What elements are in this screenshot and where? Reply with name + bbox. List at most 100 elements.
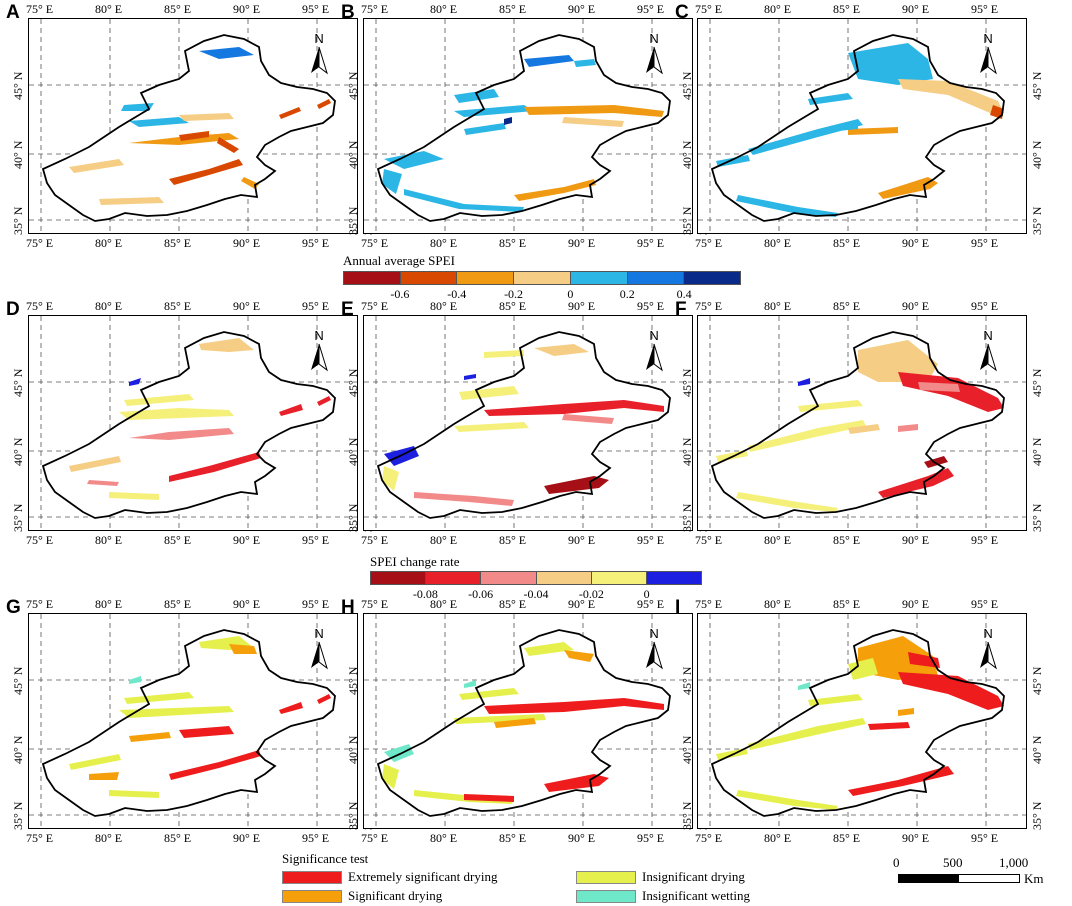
lon-tick-top: 90° E bbox=[902, 597, 930, 611]
data-patch bbox=[279, 107, 301, 119]
north-arrow-icon: N bbox=[980, 31, 997, 75]
colorbar-tick: -0.4 bbox=[447, 287, 467, 301]
colorbar-tick: 0.4 bbox=[676, 287, 692, 301]
lon-tick-bottom: 80° E bbox=[430, 831, 458, 845]
colorbar-segment bbox=[514, 272, 571, 284]
lon-tick-bottom: 75° E bbox=[26, 533, 54, 547]
lon-tick-bottom: 75° E bbox=[26, 236, 54, 250]
lon-tick-top: 85° E bbox=[833, 299, 861, 313]
map-panel-e: E 75° E 75° E 80° E 80° E 85° E 85° E 90° E 90° … bbox=[335, 297, 710, 549]
rate-colorbar bbox=[370, 571, 702, 585]
data-patch bbox=[848, 658, 878, 680]
map-svg: N bbox=[698, 19, 1026, 233]
colorbar-segment bbox=[591, 572, 647, 584]
map-frame: N bbox=[697, 315, 1027, 531]
region-fill bbox=[43, 630, 335, 816]
lon-tick-bottom: 95° E bbox=[971, 236, 999, 250]
data-patch bbox=[69, 456, 121, 472]
lat-tick-right: 45° N bbox=[1030, 368, 1044, 397]
north-arrow-right bbox=[653, 343, 663, 372]
lon-tick-bottom: 95° E bbox=[302, 533, 330, 547]
lon-tick-top: 85° E bbox=[833, 2, 861, 16]
region-outline bbox=[376, 629, 671, 817]
data-patch bbox=[384, 151, 444, 169]
panel-label: D bbox=[6, 299, 20, 320]
lon-tick-top: 75° E bbox=[361, 2, 389, 16]
north-label: N bbox=[649, 328, 658, 343]
lat-tick-left: 40° N bbox=[346, 735, 360, 764]
colorbar-tick: 0 bbox=[643, 587, 650, 601]
data-patch bbox=[109, 790, 159, 798]
data-patch bbox=[748, 119, 863, 155]
colorbar-segment bbox=[344, 272, 401, 284]
data-patch bbox=[279, 702, 303, 714]
data-patch bbox=[838, 123, 858, 131]
lat-tick-left: 45° N bbox=[11, 666, 25, 695]
lon-tick-bottom: 90° E bbox=[902, 236, 930, 250]
lon-tick-top: 90° E bbox=[902, 2, 930, 16]
data-patch bbox=[918, 382, 960, 392]
map-svg: N bbox=[29, 316, 357, 530]
data-patch bbox=[524, 55, 574, 67]
lon-tick-top: 95° E bbox=[971, 2, 999, 16]
legend-item-extremely-significant-drying: Extremely significant drying bbox=[282, 869, 497, 885]
colorbar-segment bbox=[684, 272, 741, 284]
legend-label: Significant drying bbox=[348, 888, 443, 903]
north-arrow-icon: N bbox=[311, 626, 328, 670]
legend-swatch bbox=[282, 889, 342, 903]
lat-tick-left: 40° N bbox=[680, 437, 694, 466]
lon-tick-top: 85° E bbox=[499, 597, 527, 611]
colorbar-tick: -0.6 bbox=[390, 287, 410, 301]
lon-tick-bottom: 90° E bbox=[233, 533, 261, 547]
lon-tick-bottom: 80° E bbox=[430, 236, 458, 250]
data-patch bbox=[69, 754, 121, 770]
data-patch bbox=[454, 422, 529, 432]
lon-tick-top: 80° E bbox=[95, 299, 123, 313]
north-label: N bbox=[314, 328, 323, 343]
data-patch bbox=[382, 466, 399, 491]
data-patch bbox=[924, 456, 948, 468]
data-patch bbox=[169, 159, 243, 185]
lon-tick-bottom: 90° E bbox=[902, 533, 930, 547]
map-frame: N bbox=[28, 613, 358, 829]
map-svg: N bbox=[364, 19, 692, 233]
data-patch bbox=[878, 177, 938, 199]
lon-tick-bottom: 75° E bbox=[361, 831, 389, 845]
region-outline bbox=[710, 629, 1005, 817]
data-patch bbox=[484, 698, 664, 714]
lon-tick-top: 95° E bbox=[637, 299, 665, 313]
lon-tick-bottom: 85° E bbox=[164, 533, 192, 547]
lon-tick-top: 75° E bbox=[361, 597, 389, 611]
data-patch bbox=[464, 794, 514, 802]
panel-label: B bbox=[341, 2, 355, 23]
data-patch bbox=[898, 672, 1004, 710]
lat-tick-left: 35° N bbox=[680, 801, 694, 830]
data-patch bbox=[464, 123, 506, 135]
lat-tick-left: 40° N bbox=[680, 735, 694, 764]
lat-tick-left: 45° N bbox=[680, 666, 694, 695]
legend-label: Insignificant drying bbox=[642, 869, 745, 884]
lat-tick-right: 35° N bbox=[1030, 801, 1044, 830]
colorbar-tick: -0.2 bbox=[504, 287, 524, 301]
north-arrow-icon: N bbox=[980, 626, 997, 670]
north-label: N bbox=[983, 31, 992, 46]
scale-bar-black bbox=[898, 874, 960, 883]
map-svg: N bbox=[698, 614, 1026, 828]
map-frame: N bbox=[363, 315, 693, 531]
panel-label: C bbox=[675, 2, 689, 23]
data-patch bbox=[317, 396, 331, 406]
map-frame: N bbox=[28, 18, 358, 234]
lon-tick-bottom: 95° E bbox=[971, 533, 999, 547]
region-outline bbox=[710, 34, 1005, 222]
data-patch bbox=[736, 492, 838, 512]
north-label: N bbox=[649, 626, 658, 641]
data-patch bbox=[908, 652, 940, 668]
data-patch bbox=[119, 706, 234, 718]
colorbar-tick: -0.02 bbox=[578, 587, 604, 601]
panel-label: E bbox=[341, 299, 354, 320]
legend-item-insignificant-wetting: Insignificant wetting bbox=[576, 888, 750, 904]
panel-label: G bbox=[6, 597, 21, 618]
data-patch bbox=[534, 344, 589, 356]
map-panel-h: H 75° E 75° E 80° E 80° E 85° E 85° E 90° E 90° … bbox=[335, 595, 710, 847]
lon-tick-top: 75° E bbox=[26, 597, 54, 611]
